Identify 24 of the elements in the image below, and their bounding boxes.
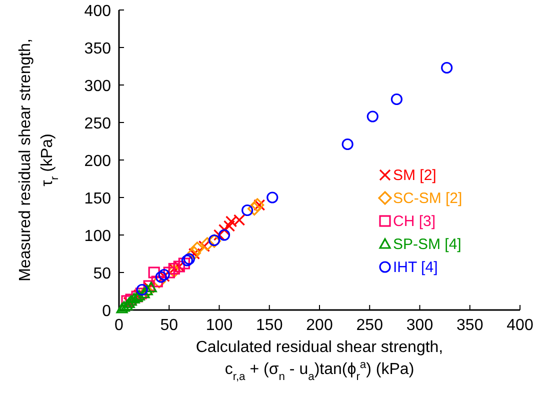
y-tick-label: 300 bbox=[84, 78, 112, 95]
y-tick-label: 0 bbox=[102, 303, 112, 320]
x-tick-label: 400 bbox=[506, 317, 534, 334]
y-tick-label: 250 bbox=[84, 116, 112, 132]
y-tick-label: 200 bbox=[84, 153, 112, 170]
y-tick-label: 100 bbox=[84, 228, 112, 245]
x-tick-label: 350 bbox=[456, 317, 484, 334]
legend-label: CH [3] bbox=[393, 213, 436, 230]
legend-label: SM [2] bbox=[393, 167, 436, 184]
x-tick-label: 100 bbox=[206, 317, 233, 334]
x-tick-label: 300 bbox=[406, 317, 434, 334]
text: Calculated residual shear strength, c$_{r,a}$ + (σ$_{n}$ - u$_{a}$)tan(ϕ$_{r}$$^{a}$) (kPa) bbox=[196, 339, 444, 383]
y-tick-label: 150 bbox=[84, 190, 112, 208]
y-tick-label: 400 bbox=[84, 3, 112, 20]
x-tick-label: 150 bbox=[256, 317, 283, 334]
x-tick-label: 250 bbox=[356, 317, 384, 334]
legend-label: IHT [4] bbox=[393, 259, 438, 276]
x-tick-label: 200 bbox=[306, 317, 333, 334]
y-tick-label: 350 bbox=[84, 40, 112, 58]
legend-label: SP-SM [4] bbox=[393, 236, 462, 253]
x-tick-label: 0 bbox=[114, 317, 124, 334]
legend-label: SC-SM [2] bbox=[393, 190, 462, 207]
x-tick-label: 50 bbox=[160, 317, 178, 334]
y-tick-label: 50 bbox=[93, 266, 112, 282]
